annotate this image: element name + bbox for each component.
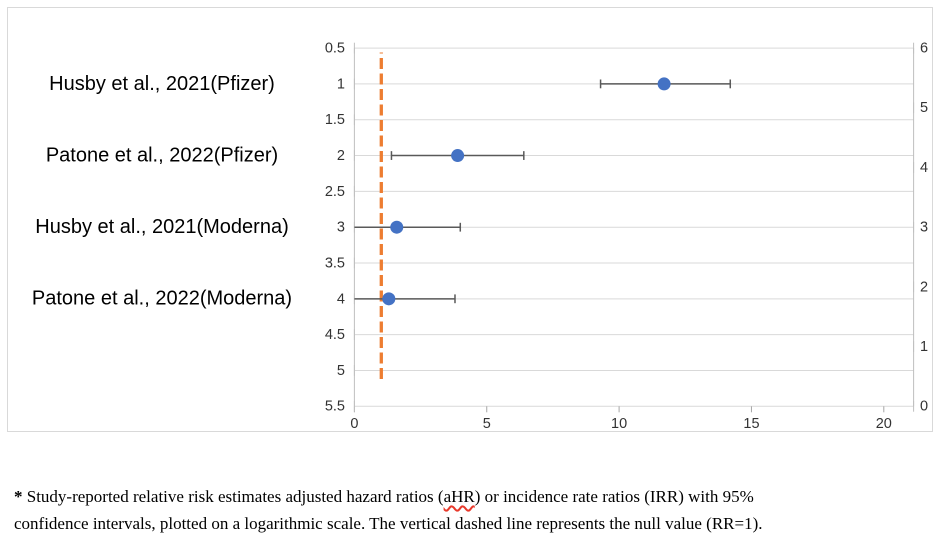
svg-text:Husby et al., 2021(Pfizer): Husby et al., 2021(Pfizer) <box>49 73 275 95</box>
svg-text:10: 10 <box>611 416 627 432</box>
svg-text:1.5: 1.5 <box>325 112 345 128</box>
svg-text:5: 5 <box>483 416 491 432</box>
svg-text:5: 5 <box>337 363 345 379</box>
svg-text:20: 20 <box>876 416 892 432</box>
svg-text:1: 1 <box>920 339 928 355</box>
svg-text:Husby et al., 2021(Moderna): Husby et al., 2021(Moderna) <box>35 216 288 238</box>
svg-text:3.5: 3.5 <box>325 255 345 271</box>
svg-text:5.5: 5.5 <box>325 399 345 415</box>
svg-text:0.5: 0.5 <box>325 41 345 57</box>
svg-text:4: 4 <box>920 160 928 176</box>
svg-text:15: 15 <box>743 416 759 432</box>
svg-text:3: 3 <box>337 220 345 236</box>
svg-text:1: 1 <box>337 76 345 92</box>
svg-text:Patone et al., 2022(Pfizer): Patone et al., 2022(Pfizer) <box>46 145 278 167</box>
svg-text:Patone et al., 2022(Moderna): Patone et al., 2022(Moderna) <box>32 288 292 310</box>
svg-text:2: 2 <box>337 148 345 164</box>
svg-text:5: 5 <box>920 100 928 116</box>
svg-text:4.5: 4.5 <box>325 327 345 343</box>
svg-text:3: 3 <box>920 220 928 236</box>
svg-text:2: 2 <box>920 279 928 295</box>
svg-text:6: 6 <box>920 41 928 57</box>
svg-text:4: 4 <box>337 291 345 307</box>
svg-text:0: 0 <box>920 399 928 415</box>
svg-text:2.5: 2.5 <box>325 184 345 200</box>
svg-text:0: 0 <box>350 416 358 432</box>
